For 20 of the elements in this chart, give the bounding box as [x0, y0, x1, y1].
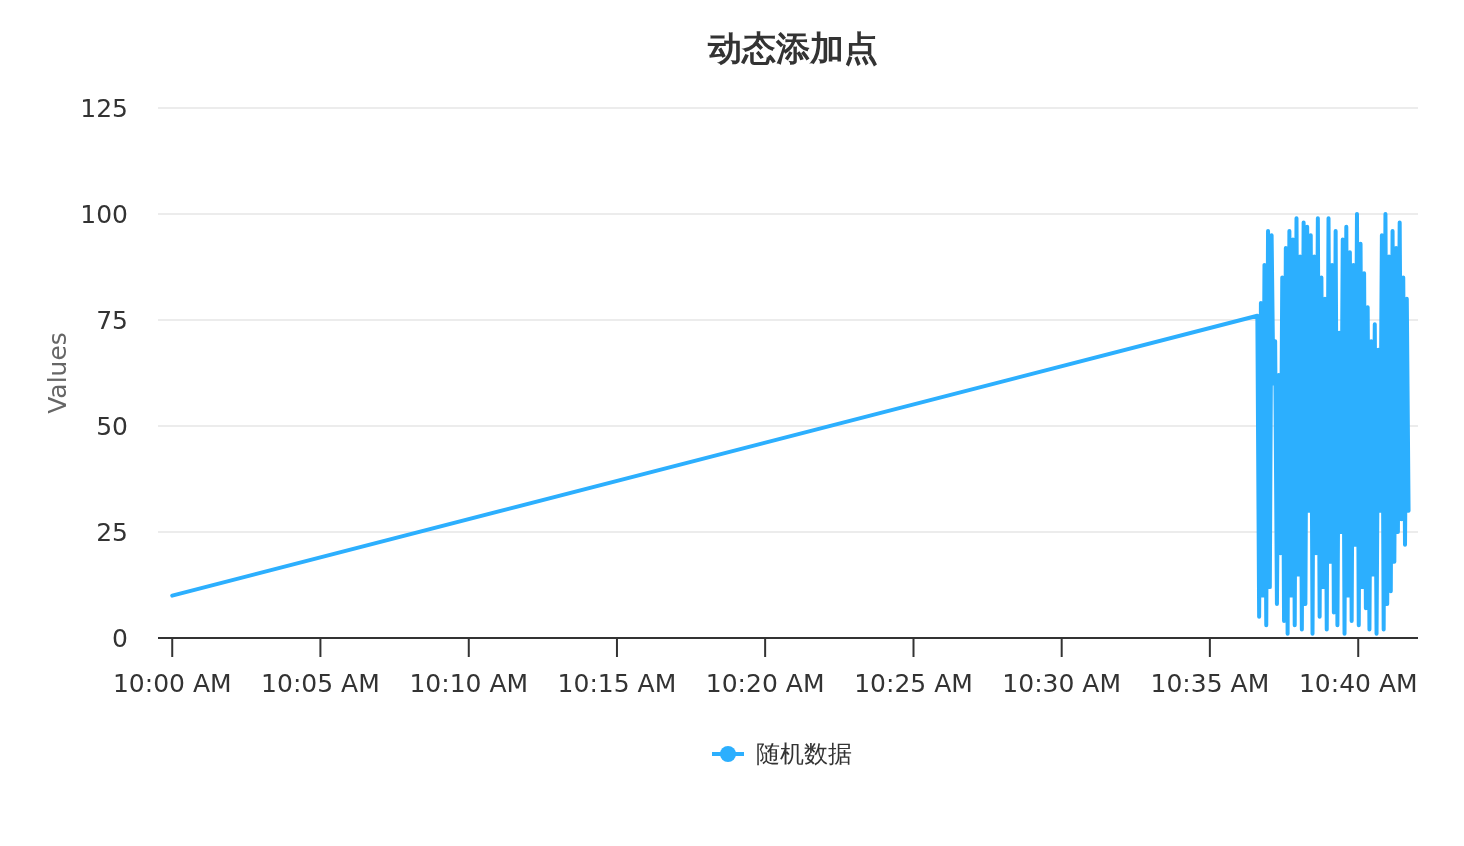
x-tick-label: 10:30 AM [1002, 669, 1122, 698]
x-tick-label: 10:10 AM [409, 669, 529, 698]
y-tick-label: 0 [112, 624, 128, 653]
y-tick-label: 50 [96, 412, 128, 441]
x-tick-label: 10:15 AM [557, 669, 677, 698]
y-tick-label: 100 [80, 200, 128, 229]
line-series [170, 212, 1411, 636]
x-tick-label: 10:40 AM [1298, 669, 1418, 698]
y-tick-label: 125 [80, 94, 128, 123]
legend-item: 随机数据 [712, 740, 852, 768]
x-tick-label: 10:05 AM [261, 669, 380, 698]
chart-title: 动态添加点 [707, 28, 878, 68]
y-tick-label: 75 [96, 306, 128, 335]
y-axis-title: Values [43, 332, 72, 414]
x-tick-label: 10:25 AM [854, 669, 973, 698]
x-tick-label: 10:35 AM [1150, 669, 1270, 698]
legend-label: 随机数据 [756, 740, 852, 768]
y-tick-label: 25 [96, 518, 128, 547]
x-tick-label: 10:20 AM [705, 669, 825, 698]
x-tick-label: 10:00 AM [112, 669, 232, 698]
